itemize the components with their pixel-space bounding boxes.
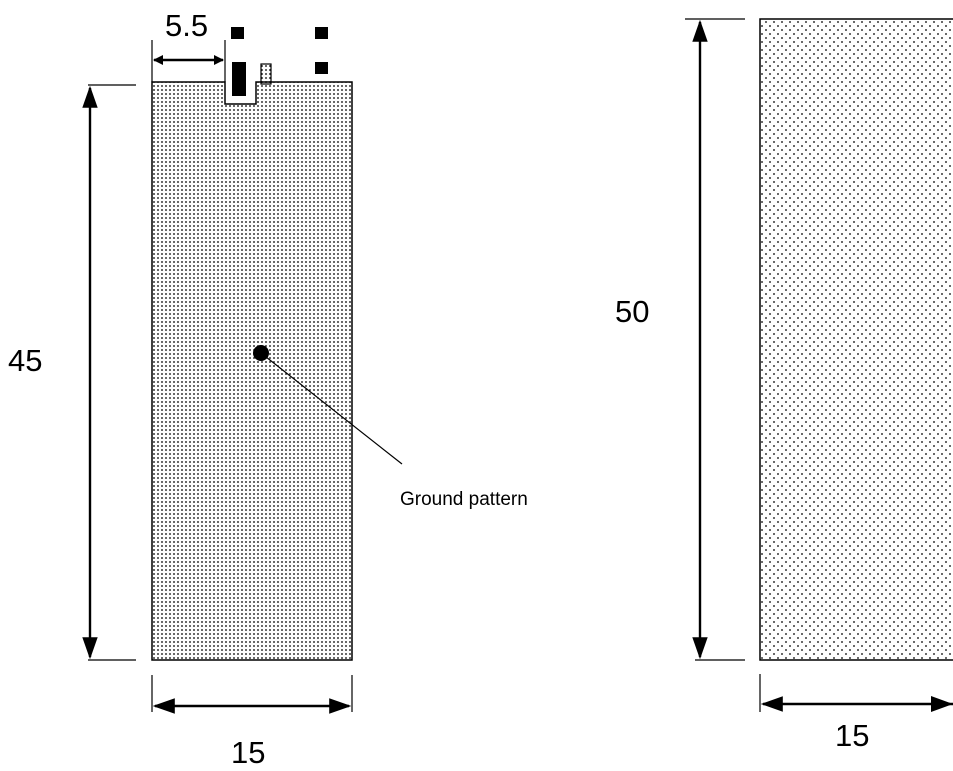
ground-pattern-board — [151, 81, 353, 661]
antenna-strip — [260, 63, 272, 85]
pad-square — [231, 27, 244, 39]
offset-label: 5.5 — [165, 8, 208, 43]
right-board: 50 15 — [615, 18, 953, 753]
annotation-leader — [260, 352, 403, 465]
width-arrow-head-right — [931, 696, 953, 712]
right-board-body — [759, 18, 953, 661]
pad-square — [315, 27, 328, 39]
width-label: 15 — [231, 735, 265, 770]
left-board: 5.5 45 15 Ground pattern — [8, 8, 528, 770]
width-label: 15 — [835, 718, 869, 753]
ground-pattern-label: Ground pattern — [400, 489, 528, 510]
pad-square — [315, 62, 328, 74]
feed-element — [232, 62, 246, 96]
height-label: 50 — [615, 294, 649, 329]
height-label: 45 — [8, 343, 42, 378]
